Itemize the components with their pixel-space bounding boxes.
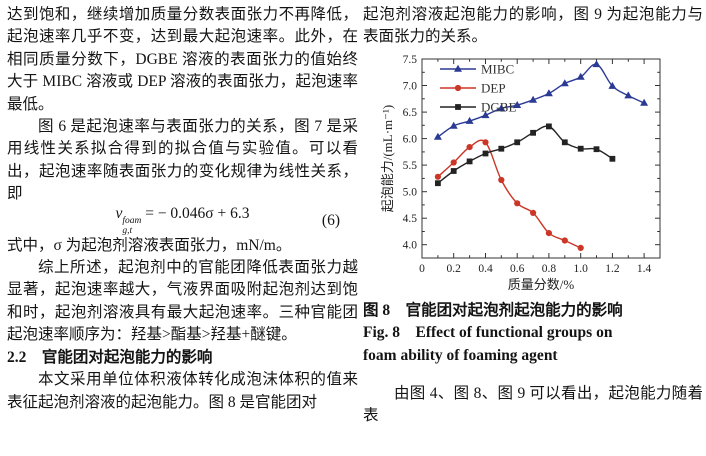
equation-body: v foam g,t = − 0.046σ + 6.3	[115, 205, 249, 236]
svg-text:DGBE: DGBE	[481, 99, 516, 114]
svg-text:1.0: 1.0	[573, 263, 588, 275]
equation-rhs: = − 0.046σ + 6.3	[145, 205, 250, 223]
equation-number: (6)	[321, 211, 340, 229]
figure8-caption-en-line2: foam ability of foaming agent	[363, 346, 558, 364]
equation-variable: v	[115, 205, 123, 223]
svg-text:6.5: 6.5	[402, 107, 417, 119]
svg-text:6.0: 6.0	[402, 133, 417, 145]
svg-text:7.0: 7.0	[402, 80, 417, 92]
equation-subscript: g,t	[122, 225, 133, 236]
paragraph-conclusion: 由图 4、图 8、图 9 可以看出，起泡能力随着表	[363, 385, 703, 425]
figure8-chart: 0 0.2 0.4 0.6 0.8 1.0 1.2 1.4 4.0 4.5 5.0 5.5 6.0 6.5…	[380, 54, 660, 292]
paragraph-sigma-note: 式中，σ 为起泡剂溶液表面张力，mN/m。	[7, 236, 292, 254]
svg-text:DEP: DEP	[481, 80, 506, 95]
svg-text:起泡能力/(mL·m⁻¹): 起泡能力/(mL·m⁻¹)	[380, 105, 395, 213]
section-heading-2-2: 2.2 官能团对起泡能力的影响	[7, 348, 213, 366]
svg-text:0: 0	[419, 263, 425, 275]
svg-text:0.8: 0.8	[541, 263, 556, 275]
equation-6: v foam g,t = − 0.046σ + 6.3 (6)	[7, 205, 358, 236]
figure8-container: 0 0.2 0.4 0.6 0.8 1.0 1.2 1.4 4.0 4.5 5.0 5.5 6.0 6.5…	[363, 53, 703, 300]
paragraph-fig6-fig7: 图 6 是起泡速率与表面张力的关系，图 7 是采用线性关系拟合得到的拟合值与实验…	[7, 118, 358, 203]
left-column: 达到饱和，继续增加质量分数表面张力不再降低，起泡速率几乎不变，达到最大起泡速率。…	[7, 4, 358, 414]
svg-text:5.5: 5.5	[402, 160, 417, 172]
svg-text:0.6: 0.6	[510, 263, 525, 275]
paragraph-continuation: 起泡剂溶液起泡能力的影响，图 9 为起泡能力与表面张力的关系。	[363, 6, 703, 46]
svg-text:4.0: 4.0	[402, 240, 417, 252]
svg-text:7.5: 7.5	[402, 54, 417, 66]
svg-text:5.0: 5.0	[402, 187, 417, 199]
svg-text:0.2: 0.2	[446, 263, 461, 275]
equation-supsub: foam g,t	[122, 217, 141, 236]
svg-text:1.2: 1.2	[605, 263, 620, 275]
svg-text:1.4: 1.4	[636, 263, 651, 275]
figure8-caption-en-line1: Fig. 8 Effect of functional groups on	[363, 324, 613, 342]
svg-text:MIBC: MIBC	[481, 61, 514, 76]
equation-superscript: foam	[122, 216, 142, 227]
paragraph-saturation: 达到饱和，继续增加质量分数表面张力不再降低，起泡速率几乎不变，达到最大起泡速率。…	[7, 6, 358, 113]
figure8-caption-cn: 图 8 官能团对起泡剂起泡能力的影响	[363, 301, 623, 319]
svg-text:4.5: 4.5	[402, 213, 417, 225]
svg-text:质量分数/%: 质量分数/%	[507, 277, 574, 292]
paragraph-summary: 综上所述，起泡剂中的官能团降低表面张力越显著，起泡速率越大，气液界面吸附起泡剂达…	[7, 259, 358, 344]
svg-text:0.4: 0.4	[478, 263, 493, 275]
paragraph-foam-ability: 本文采用单位体积液体转化成泡沫体积的值来表征起泡剂溶液的起泡能力。图 8 是官能…	[7, 371, 358, 411]
right-column: 起泡剂溶液起泡能力的影响，图 9 为起泡能力与表面张力的关系。 0 0.2 0.4 0…	[363, 4, 703, 428]
